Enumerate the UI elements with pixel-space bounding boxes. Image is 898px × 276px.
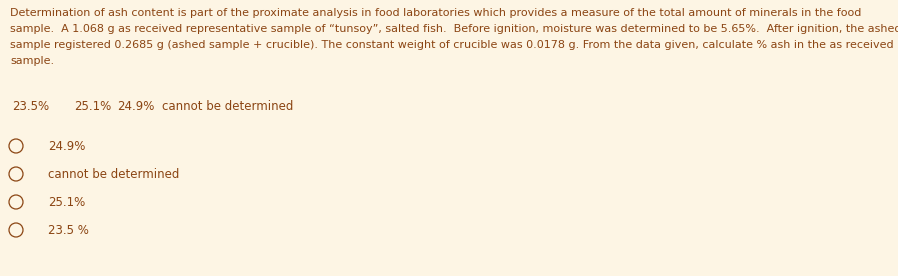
Text: 24.9%: 24.9% — [117, 100, 154, 113]
Text: sample.  A 1.068 g as received representative sample of “tunsoy”, salted fish.  : sample. A 1.068 g as received representa… — [10, 24, 898, 34]
Text: 25.1%: 25.1% — [48, 196, 85, 209]
Text: 25.1%: 25.1% — [74, 100, 110, 113]
Text: cannot be determined: cannot be determined — [162, 100, 293, 113]
Text: 23.5 %: 23.5 % — [48, 224, 89, 237]
Text: 23.5%: 23.5% — [12, 100, 48, 113]
Text: 24.9%: 24.9% — [48, 140, 85, 153]
Text: Determination of ash content is part of the proximate analysis in food laborator: Determination of ash content is part of … — [10, 8, 861, 18]
Text: sample.: sample. — [10, 56, 54, 66]
Text: cannot be determined: cannot be determined — [48, 168, 180, 181]
Text: sample registered 0.2685 g (ashed sample + crucible). The constant weight of cru: sample registered 0.2685 g (ashed sample… — [10, 40, 894, 50]
